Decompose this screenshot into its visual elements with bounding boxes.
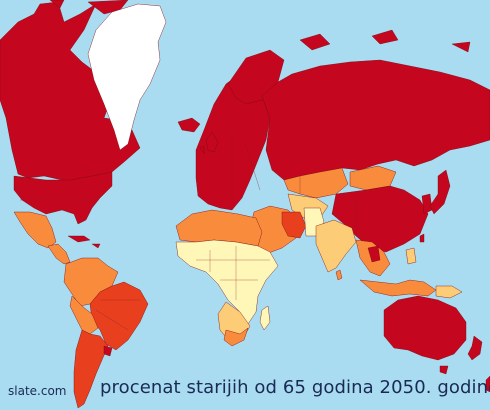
region-australia[interactable] — [383, 295, 467, 361]
region-southern-cone[interactable] — [73, 329, 109, 409]
region-greenland[interactable] — [87, 3, 167, 151]
region-europe[interactable] — [195, 71, 271, 211]
region-sri-lanka[interactable] — [335, 269, 343, 281]
source-label: slate.com — [8, 384, 67, 398]
region-south-africa[interactable] — [223, 327, 249, 347]
map-title: procenat starijih od 65 godina 2050. god… — [100, 377, 490, 398]
region-taiwan[interactable] — [419, 233, 425, 243]
country-borders — [20, 130, 357, 331]
region-central-america[interactable] — [47, 243, 71, 265]
region-uk-ireland[interactable] — [199, 131, 219, 155]
region-japan[interactable] — [429, 169, 451, 215]
region-sub-saharan-africa[interactable] — [175, 239, 279, 325]
region-tasmania[interactable] — [439, 365, 449, 375]
region-thailand[interactable] — [367, 245, 381, 263]
region-uruguay[interactable] — [103, 345, 113, 357]
region-iceland[interactable] — [177, 117, 201, 133]
region-iran[interactable] — [281, 211, 307, 239]
region-philippines[interactable] — [405, 247, 417, 265]
region-new-zealand[interactable] — [467, 335, 483, 361]
region-madagascar[interactable] — [259, 305, 271, 331]
region-arctic-russia-islands[interactable] — [299, 29, 471, 53]
region-north-africa[interactable] — [175, 209, 263, 247]
region-pacific-islands[interactable] — [485, 375, 490, 393]
region-papua[interactable] — [435, 285, 463, 299]
region-caribbean[interactable] — [67, 235, 101, 249]
region-usa[interactable] — [13, 171, 113, 225]
region-india[interactable] — [315, 219, 357, 273]
